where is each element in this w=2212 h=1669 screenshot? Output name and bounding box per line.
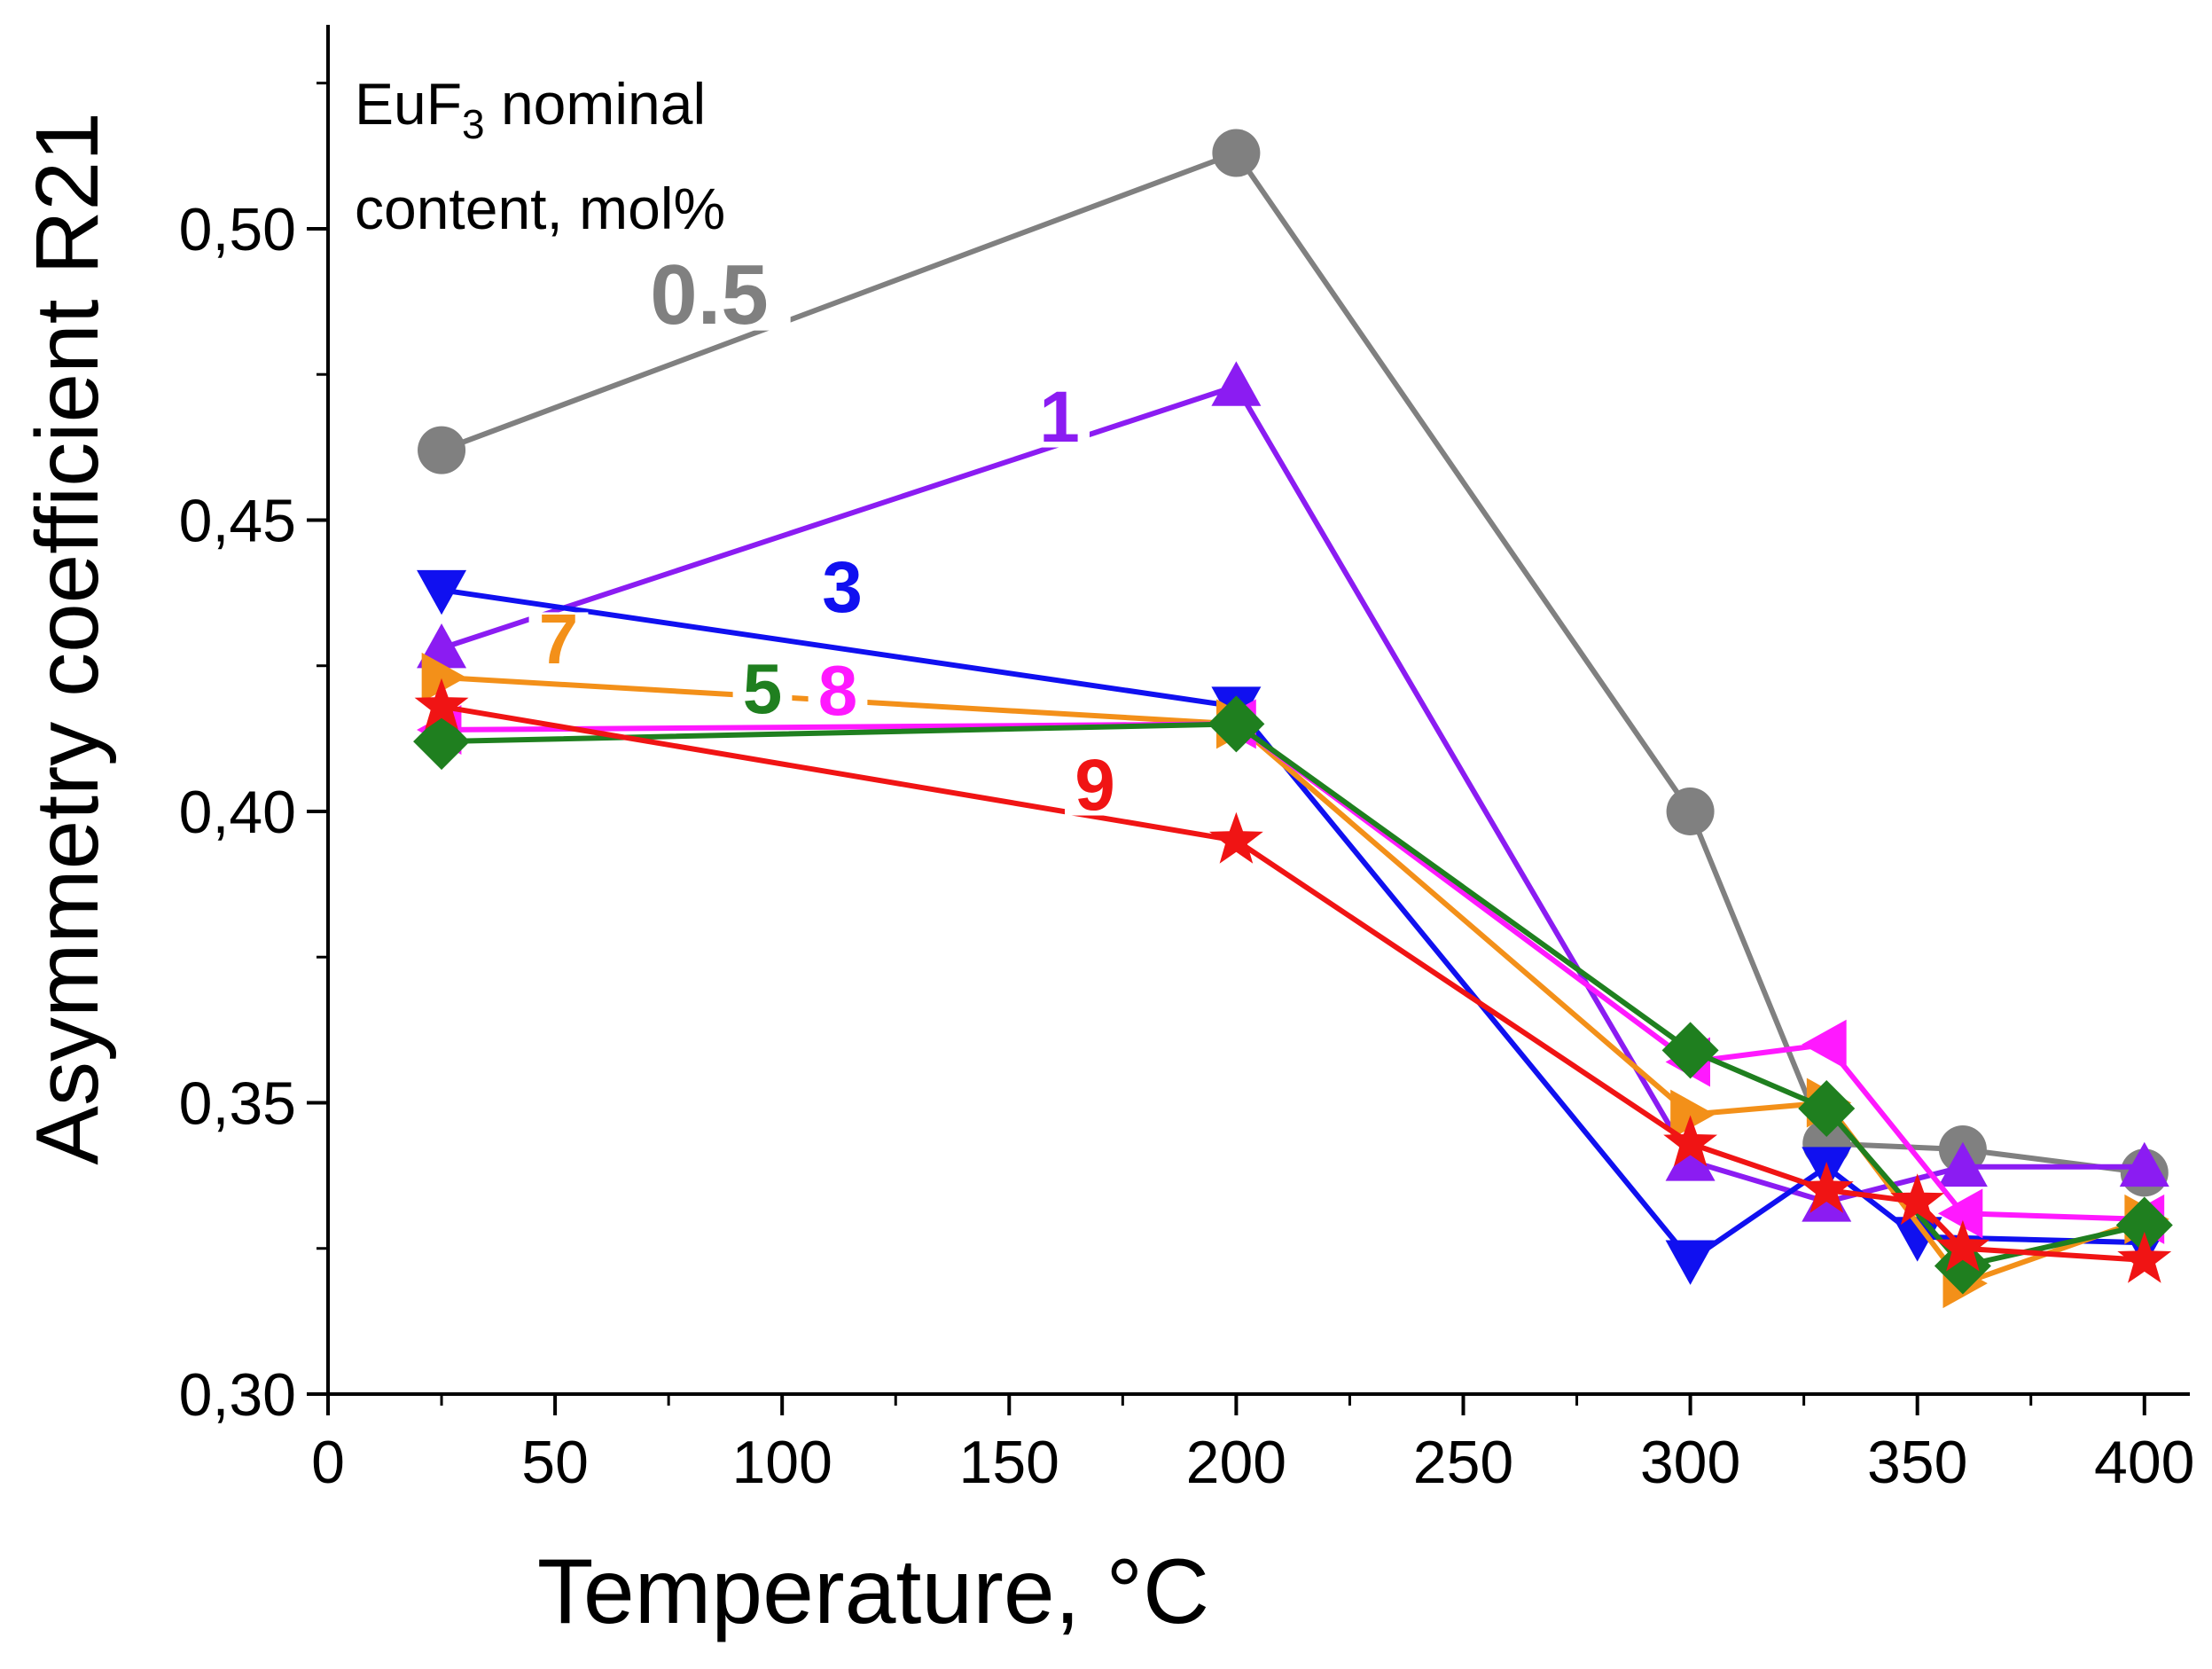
series-line	[441, 721, 2146, 1269]
data-point	[1666, 787, 1715, 835]
series-label-bg	[1029, 388, 1090, 448]
series-label: 3	[822, 547, 863, 628]
x-tick-label: 300	[1640, 1429, 1740, 1496]
x-tick-label: 100	[731, 1429, 832, 1496]
x-tick-label: 400	[2094, 1429, 2194, 1496]
data-point	[1670, 1089, 1716, 1140]
data-point	[1663, 1115, 1717, 1167]
series-3	[417, 569, 2169, 1285]
data-point	[417, 569, 467, 615]
x-axis-title: Temperature, °C	[537, 1540, 1209, 1643]
series-line	[441, 383, 2145, 1205]
data-point	[1798, 1080, 1856, 1138]
legend-title-subscript: 3	[462, 101, 485, 147]
data-point	[1665, 1136, 1716, 1181]
data-point	[414, 678, 469, 730]
x-tick-label: 0	[311, 1429, 345, 1496]
series-9	[414, 678, 2172, 1283]
series-label: 8	[818, 651, 858, 730]
legend-title-prefix: EuF	[355, 71, 462, 137]
series-line	[440, 150, 2146, 1176]
data-point	[1209, 811, 1263, 864]
series-label-bg	[808, 663, 868, 721]
series-label-bg	[528, 612, 589, 670]
x-tick-label: 250	[1413, 1429, 1513, 1496]
data-point	[2117, 1231, 2172, 1283]
x-tick-label: 150	[959, 1429, 1059, 1496]
series-label-bg	[628, 262, 791, 331]
data-point	[1212, 129, 1261, 177]
data-point	[1935, 1219, 1990, 1272]
x-tick-label: 50	[521, 1429, 589, 1496]
y-tick-label: 0,45	[179, 487, 296, 554]
series-5	[413, 695, 2173, 1295]
data-point	[1208, 695, 1265, 753]
y-tick-label: 0,40	[179, 779, 296, 846]
data-point	[2115, 1196, 2173, 1254]
data-point	[418, 426, 466, 474]
y-tick-label: 0,35	[179, 1070, 296, 1137]
series-label-bg	[1065, 756, 1125, 816]
data-point	[1665, 1240, 1716, 1285]
legend-title: EuF3 nominal content, mol%	[355, 71, 725, 241]
y-tick-label: 0,50	[179, 196, 296, 263]
data-point	[1661, 1022, 1719, 1079]
y-axis-title: Asymmetry coefficient R21	[18, 112, 117, 1164]
data-point	[1211, 361, 1262, 406]
series-label-bg	[812, 559, 872, 618]
data-point	[1799, 1162, 1854, 1213]
x-tick-label: 200	[1186, 1429, 1286, 1496]
legend-title-line2: content, mol%	[355, 176, 725, 241]
data-point	[2119, 1141, 2169, 1187]
series-layer	[413, 129, 2173, 1309]
series-label: 5	[743, 649, 783, 728]
series-label: 0.5	[650, 247, 768, 342]
series-1	[417, 361, 2169, 1222]
series-label: 1	[1039, 377, 1080, 458]
axes-layer: 0 50 100 150 200 250 300 350 400 0,30 0,35 0,40 0,45…	[179, 25, 2195, 1496]
x-tick-label: 350	[1867, 1429, 1967, 1496]
series-line	[441, 674, 2146, 1287]
data-point	[1937, 1188, 1983, 1239]
data-point	[1802, 1019, 1847, 1070]
data-point	[1890, 1173, 1945, 1226]
svg-text:EuF3 nominal: EuF3 nominal	[355, 71, 706, 147]
data-point	[421, 652, 467, 702]
data-point	[1937, 1141, 1988, 1187]
series-8	[417, 699, 2165, 1244]
series-label: 9	[1075, 745, 1115, 826]
series-label: 7	[539, 599, 579, 678]
series-labels-layer: 0.5 1 3 7 5 8 9	[528, 247, 1125, 826]
legend-title-suffix: nominal	[485, 71, 706, 137]
y-tick-label: 0,30	[179, 1361, 296, 1429]
series-label-bg	[732, 662, 793, 719]
